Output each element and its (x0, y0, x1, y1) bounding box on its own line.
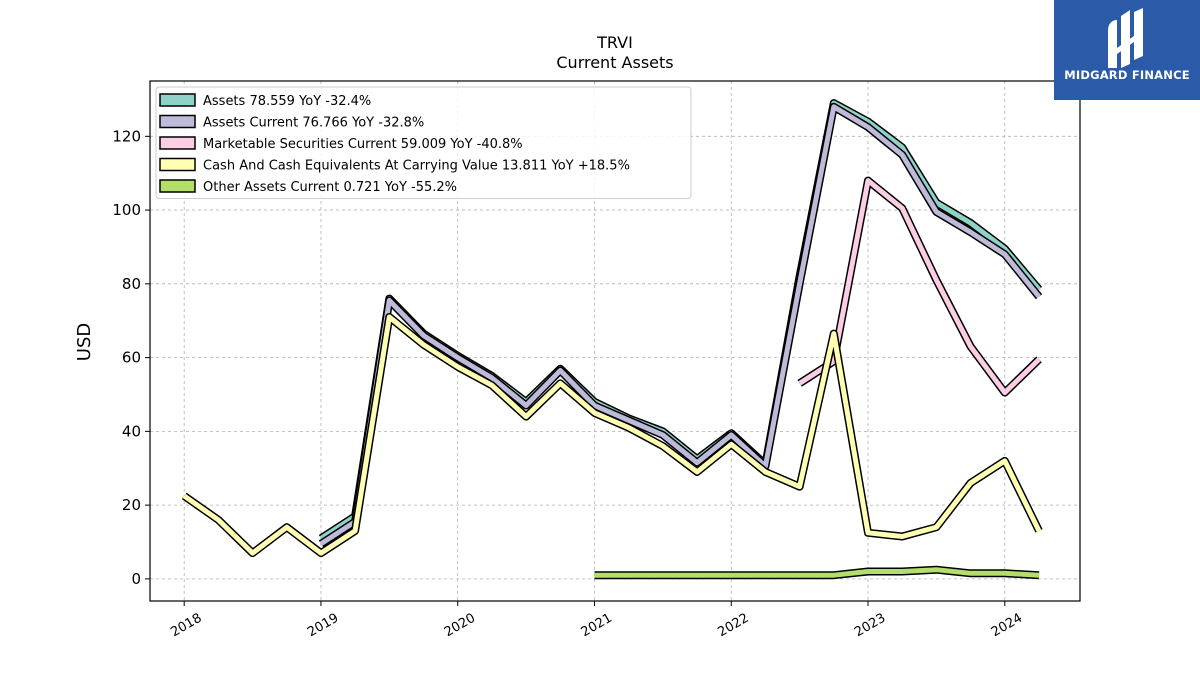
x-tick-label: 2019 (305, 611, 341, 641)
series-line-outline (181, 313, 1043, 558)
x-tick-label: 2018 (168, 611, 204, 641)
y-tick-label: 80 (122, 275, 141, 293)
series-4 (594, 565, 1040, 580)
series-line (798, 178, 1041, 396)
x-tick-label: 2021 (579, 611, 615, 641)
x-axis: 2018 2019 2020 2021 2022 2023 2024 (168, 601, 1025, 640)
series-line (182, 314, 1042, 556)
y-tick-label: 100 (112, 201, 141, 219)
legend-label: Assets 78.559 YoY -32.4% (203, 94, 371, 109)
legend-swatch (159, 157, 196, 172)
chart-title: TRVI (596, 33, 633, 52)
y-tick-label: 120 (112, 127, 141, 145)
x-tick-label: 2020 (442, 611, 478, 641)
x-tick-label: 2022 (715, 611, 751, 641)
series-3 (181, 313, 1043, 558)
legend-box (155, 86, 692, 199)
chart-subtitle: Current Assets (556, 53, 673, 72)
x-tick-label: 2023 (852, 611, 888, 641)
y-tick-label: 40 (122, 422, 141, 440)
legend-swatch (159, 136, 196, 150)
midgard-logo-icon (1108, 8, 1143, 68)
logo-text: MIDGARD FINANCE (1064, 68, 1190, 82)
legend-swatch (159, 114, 196, 129)
legend: Assets 78.559 YoY -32.4% Assets Current 7… (155, 86, 692, 199)
y-tick-label: 0 (131, 570, 141, 588)
y-axis-label: USD (74, 323, 95, 361)
plot-frame (149, 80, 1081, 602)
series-line (319, 104, 1041, 546)
legend-swatch (159, 93, 196, 107)
series-line (594, 567, 1040, 578)
legend-swatch (159, 179, 196, 193)
series-layer (181, 99, 1043, 580)
legend-label: Marketable Securities Current 59.009 YoY… (203, 137, 523, 152)
legend-label: Assets Current 76.766 YoY -32.8% (203, 116, 424, 131)
y-tick-label: 60 (122, 349, 141, 367)
legend-label: Other Assets Current 0.721 YoY -55.2% (203, 180, 457, 195)
series-1 (318, 102, 1043, 548)
x-tick-label: 2024 (989, 611, 1025, 641)
y-axis: 0 20 40 60 80 100 120 (112, 127, 150, 588)
y-tick-label: 20 (122, 496, 141, 514)
midgard-finance-logo: MIDGARD FINANCE (1054, 0, 1200, 100)
series-2 (797, 176, 1042, 397)
legend-label: Cash And Cash Equivalents At Carrying Va… (203, 159, 630, 174)
